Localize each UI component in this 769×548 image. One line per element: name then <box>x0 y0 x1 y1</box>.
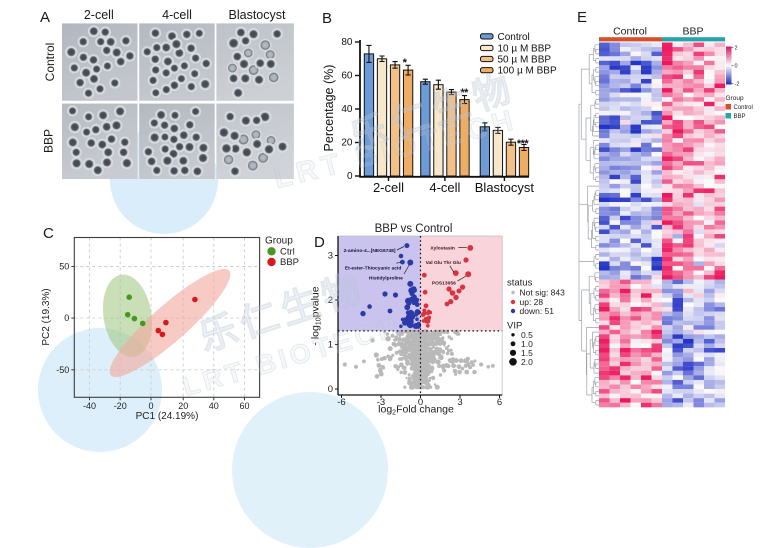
svg-text:-40: -40 <box>83 401 96 411</box>
svg-text:Percentage (%): Percentage (%) <box>322 65 336 152</box>
svg-text:2-cell: 2-cell <box>84 8 114 22</box>
svg-text:Blastocyst: Blastocyst <box>475 180 535 195</box>
svg-text:PC1 (24.19%): PC1 (24.19%) <box>136 411 199 422</box>
svg-text:-6: -6 <box>337 397 345 408</box>
svg-text:Control: Control <box>43 43 57 82</box>
svg-text:2-cell: 2-cell <box>373 180 404 195</box>
svg-text:0: 0 <box>328 384 333 395</box>
svg-text:100 µ M BBP: 100 µ M BBP <box>498 66 557 77</box>
svg-text:20: 20 <box>341 138 353 149</box>
svg-text:4-cell: 4-cell <box>429 180 460 195</box>
svg-text:BBP: BBP <box>682 26 703 38</box>
svg-text:status: status <box>507 278 533 289</box>
svg-text:0.5: 0.5 <box>521 330 533 340</box>
svg-text:POS13056: POS13056 <box>432 280 456 286</box>
svg-text:Blastocyst: Blastocyst <box>229 8 286 22</box>
svg-text:BBP: BBP <box>734 114 746 120</box>
svg-text:40: 40 <box>341 104 353 115</box>
svg-text:up: 28: up: 28 <box>520 297 544 307</box>
svg-text:3: 3 <box>457 397 462 408</box>
svg-text:3: 3 <box>328 251 333 262</box>
svg-text:Not sig: 843: Not sig: 843 <box>520 287 566 297</box>
svg-text:-50: -50 <box>56 365 69 375</box>
svg-text:10 µ M BBP: 10 µ M BBP <box>498 43 552 54</box>
svg-text:***: *** <box>517 138 530 150</box>
svg-text:Xylostasin: Xylostasin <box>430 245 454 251</box>
svg-text:BBP: BBP <box>42 129 56 153</box>
svg-text:20: 20 <box>178 401 188 411</box>
svg-text:0: 0 <box>418 397 423 408</box>
svg-text:4-cell: 4-cell <box>162 8 192 22</box>
svg-text:0: 0 <box>148 401 153 411</box>
svg-text:-3: -3 <box>377 397 385 408</box>
svg-text:6: 6 <box>497 397 502 408</box>
svg-text:1.5: 1.5 <box>521 348 533 358</box>
svg-text:0: 0 <box>735 64 738 70</box>
svg-text:Ctrl: Ctrl <box>280 247 295 258</box>
svg-text:-2: -2 <box>735 82 740 88</box>
svg-text:50: 50 <box>59 262 69 272</box>
svg-text:VIP: VIP <box>507 321 522 332</box>
svg-text:50 µ M BBP: 50 µ M BBP <box>498 54 552 65</box>
svg-text:PC2 (19.3%): PC2 (19.3%) <box>41 288 52 345</box>
svg-text:0: 0 <box>347 171 353 182</box>
svg-text:60: 60 <box>341 71 353 82</box>
svg-text:Histidylproline: Histidylproline <box>369 275 403 281</box>
svg-text:E: E <box>577 9 587 26</box>
svg-text:0: 0 <box>64 313 69 323</box>
svg-text:BBP: BBP <box>280 257 299 268</box>
svg-text:Et-ester-Thiocyanic acid: Et-ester-Thiocyanic acid <box>345 266 402 272</box>
svg-text:B: B <box>322 10 332 27</box>
svg-text:C: C <box>43 225 54 242</box>
svg-text:**: ** <box>460 87 469 99</box>
svg-text:Val Glu Thr Glu: Val Glu Thr Glu <box>426 260 461 266</box>
svg-text:80: 80 <box>341 37 353 48</box>
svg-text:- log10pvalue: - log10pvalue <box>310 286 323 345</box>
svg-text:log2Fold change: log2Fold change <box>378 404 454 417</box>
svg-text:2-amino-4...[NEG6748]: 2-amino-4...[NEG6748] <box>344 248 396 254</box>
svg-text:D: D <box>314 234 325 251</box>
svg-text:2: 2 <box>735 46 738 52</box>
svg-text:2: 2 <box>328 295 333 306</box>
svg-text:Control: Control <box>734 105 753 111</box>
svg-text:40: 40 <box>209 401 219 411</box>
svg-text:down: 51: down: 51 <box>520 306 555 316</box>
svg-text:Group: Group <box>265 236 293 247</box>
svg-text:*: * <box>403 57 408 69</box>
svg-text:-20: -20 <box>114 401 127 411</box>
svg-text:2.0: 2.0 <box>521 357 533 367</box>
svg-text:BBP vs Control: BBP vs Control <box>375 223 453 235</box>
svg-text:1.0: 1.0 <box>521 339 533 349</box>
svg-text:Control: Control <box>613 26 647 38</box>
svg-text:Control: Control <box>498 32 530 43</box>
svg-text:Group: Group <box>726 95 744 102</box>
svg-text:A: A <box>40 9 50 26</box>
svg-text:60: 60 <box>239 401 249 411</box>
svg-text:1: 1 <box>328 340 333 351</box>
